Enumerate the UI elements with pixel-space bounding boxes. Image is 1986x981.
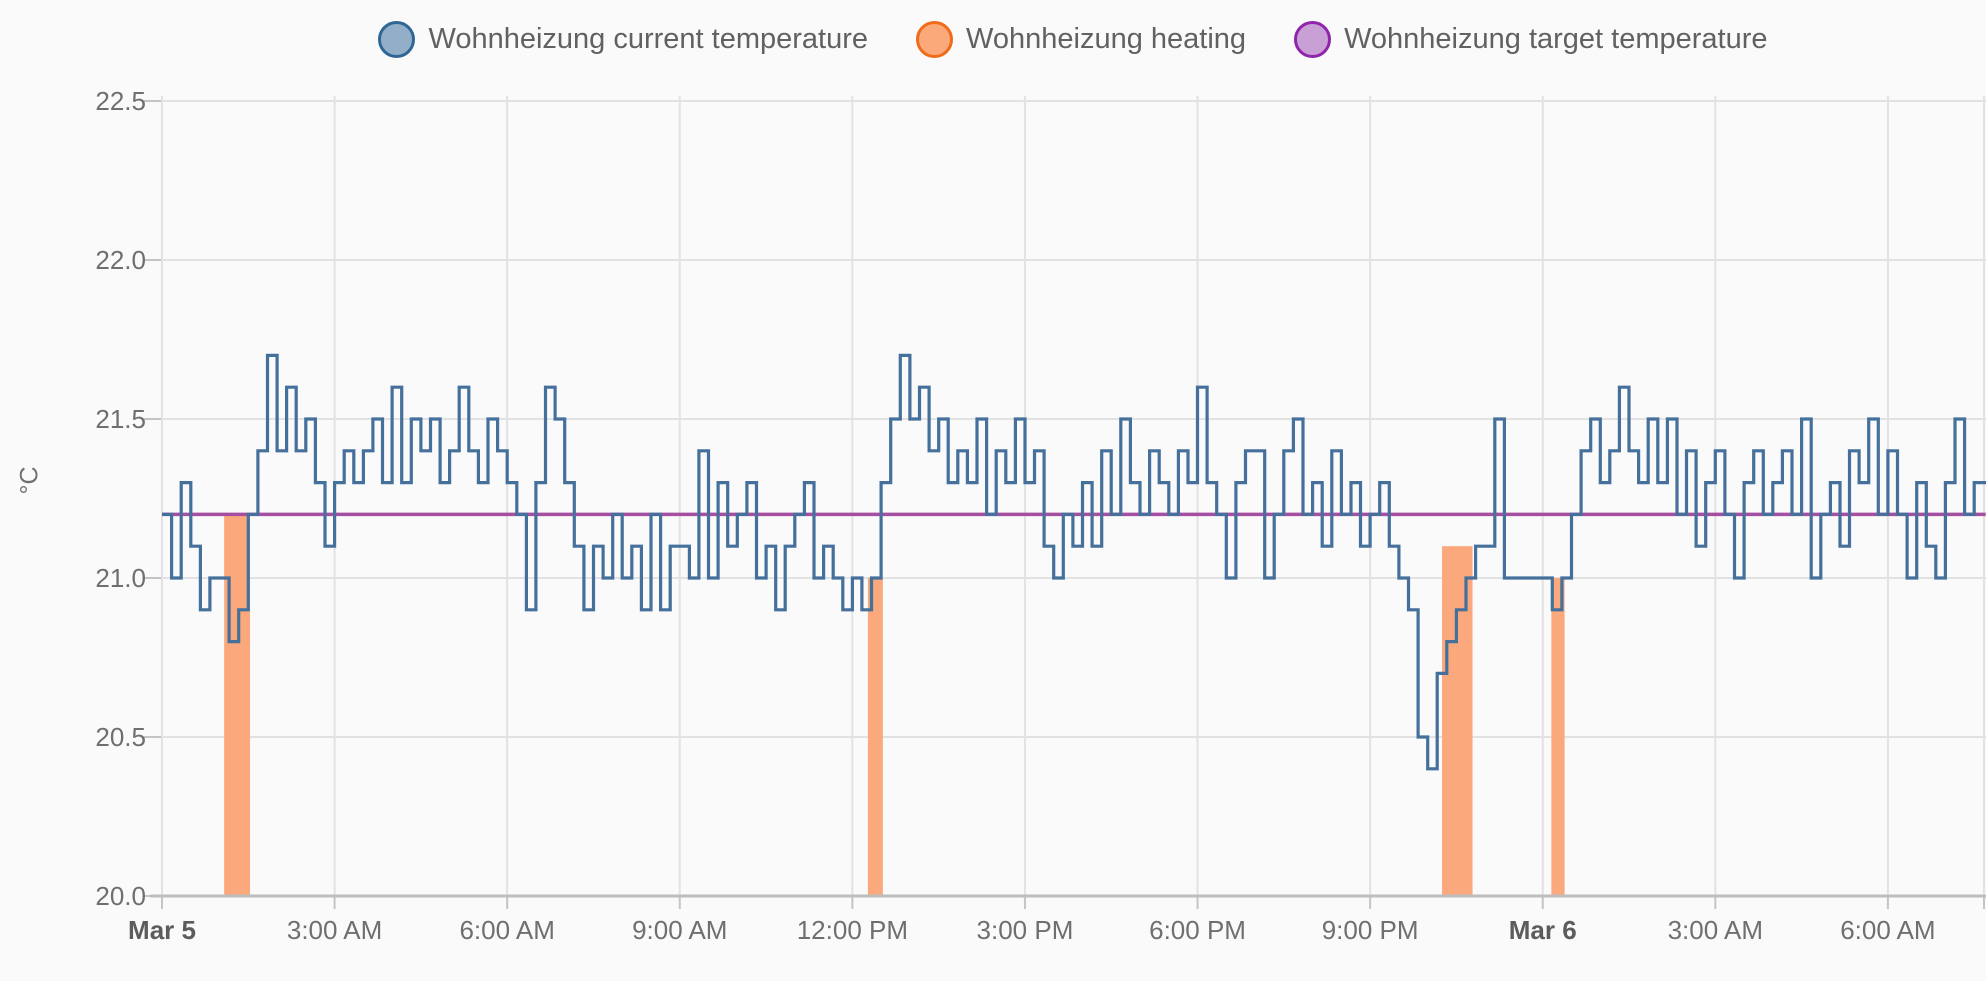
legend-item-current-temperature[interactable]: Wohnheizung current temperature xyxy=(378,21,868,58)
y-tick-label: 20.5 xyxy=(95,722,146,752)
y-tick-label: 20.0 xyxy=(95,881,146,911)
x-tick-label: Mar 6 xyxy=(1508,915,1577,945)
x-tick-label: 6:00 AM xyxy=(459,915,555,945)
x-tick-label: 12:00 PM xyxy=(796,915,909,945)
target-temperature-marker-icon xyxy=(1294,21,1332,58)
axes-and-ticks xyxy=(144,100,1986,909)
legend-label-current-temperature: Wohnheizung current temperature xyxy=(428,23,869,55)
y-tick-label: 21.0 xyxy=(95,563,146,593)
x-tick-label: Mar 5 xyxy=(128,915,196,945)
heating-on-bars xyxy=(224,514,1565,895)
x-tick-label: 6:00 AM xyxy=(1840,915,1936,945)
x-tick-label: 3:00 AM xyxy=(286,915,383,945)
legend-label-heating: Wohnheizung heating xyxy=(966,23,1247,55)
x-tick-label: 9:00 AM xyxy=(632,915,728,945)
legend-item-target-temperature[interactable]: Wohnheizung target temperature xyxy=(1294,21,1768,58)
x-tick-label: 3:00 AM xyxy=(1667,915,1763,945)
current-temperature-marker-icon xyxy=(378,21,416,58)
legend-item-heating[interactable]: Wohnheizung heating xyxy=(916,21,1246,58)
x-tick-label: 9:00 PM xyxy=(1321,915,1419,945)
gridlines xyxy=(161,96,1986,896)
x-tick-label: 6:00 PM xyxy=(1149,915,1246,945)
legend-label-target-temperature: Wohnheizung target temperature xyxy=(1344,23,1768,55)
y-tick-label: 21.5 xyxy=(95,404,146,434)
x-tick-label: 3:00 PM xyxy=(976,915,1074,945)
current-temperature-line xyxy=(162,353,1986,771)
y-tick-label: 22.0 xyxy=(95,245,146,275)
chart-legend: Wohnheizung current temperature Wohnheiz… xyxy=(160,21,1986,58)
y-tick-label: 22.5 xyxy=(95,86,146,116)
heating-marker-icon xyxy=(916,21,954,58)
